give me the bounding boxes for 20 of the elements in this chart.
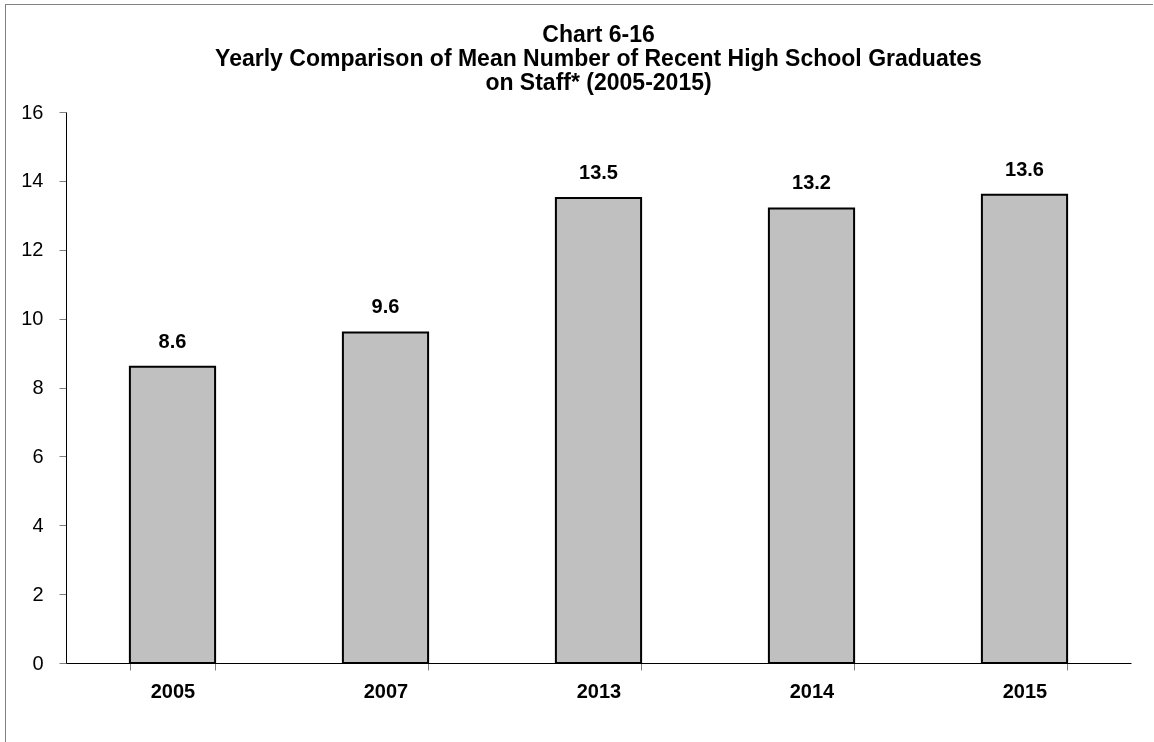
x-tick-label: 2014	[789, 679, 836, 702]
y-tick-label: 16	[21, 100, 44, 123]
data-label: 13.2	[792, 171, 831, 194]
y-tick-label: 12	[21, 238, 44, 261]
data-label: 9.6	[371, 295, 400, 318]
y-tick-label: 2	[32, 582, 44, 605]
y-tick-label: 4	[32, 513, 44, 536]
x-tick-label: 2015	[1002, 679, 1048, 702]
data-label: 13.5	[579, 161, 618, 184]
data-label: 8.6	[158, 329, 187, 352]
chart-title: Chart 6-16 Yearly Comparison of Mean Number of Recent High School Graduates on Staff* (2005-2015)	[215, 21, 982, 95]
data-label: 13.6	[1005, 157, 1044, 180]
y-tick-label: 10	[21, 307, 44, 330]
y-tick-label: 8	[32, 376, 44, 398]
y-tick-label: 0	[32, 651, 44, 674]
y-tick-label: 14	[21, 169, 44, 192]
x-tick-label: 2013	[576, 679, 622, 702]
y-tick-label: 6	[32, 444, 44, 467]
x-tick-label: 2007	[363, 679, 409, 702]
x-tick-label: 2005	[150, 679, 196, 702]
